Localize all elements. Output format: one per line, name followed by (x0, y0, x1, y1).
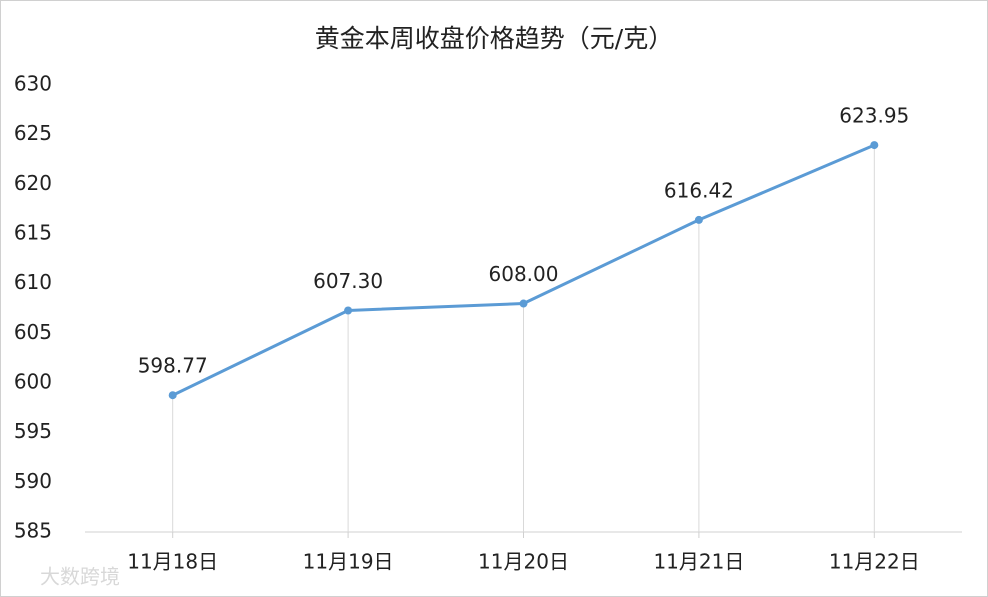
y-tick-label: 620 (14, 171, 52, 195)
y-tick-label: 585 (14, 519, 52, 543)
data-label: 623.95 (839, 104, 909, 128)
point (344, 306, 353, 315)
data-label: 598.77 (138, 354, 208, 378)
x-tick-label: 11月20日 (478, 550, 569, 574)
x-tick-label: 11月21日 (653, 550, 744, 574)
y-tick-label: 600 (14, 370, 52, 394)
point (694, 215, 703, 224)
x-tick-label: 11月22日 (829, 550, 920, 574)
data-label: 608.00 (489, 262, 559, 286)
y-tick-label: 595 (14, 419, 52, 443)
y-tick-label: 615 (14, 221, 52, 245)
data-label: 616.42 (664, 178, 734, 202)
point (519, 299, 528, 308)
point (168, 391, 177, 400)
x-tick-label: 11月19日 (303, 550, 394, 574)
y-tick-label: 610 (14, 270, 52, 294)
y-tick-label: 625 (14, 121, 52, 145)
point (870, 141, 879, 150)
y-tick-label: 630 (14, 72, 52, 96)
y-tick-label: 605 (14, 320, 52, 344)
y-tick-label: 590 (14, 469, 52, 493)
x-tick-label: 11月18日 (127, 550, 218, 574)
watermark: 大数跨境 (40, 565, 120, 589)
chart-title: 黄金本周收盘价格趋势（元/克） (315, 24, 673, 53)
data-label: 607.30 (313, 269, 383, 293)
